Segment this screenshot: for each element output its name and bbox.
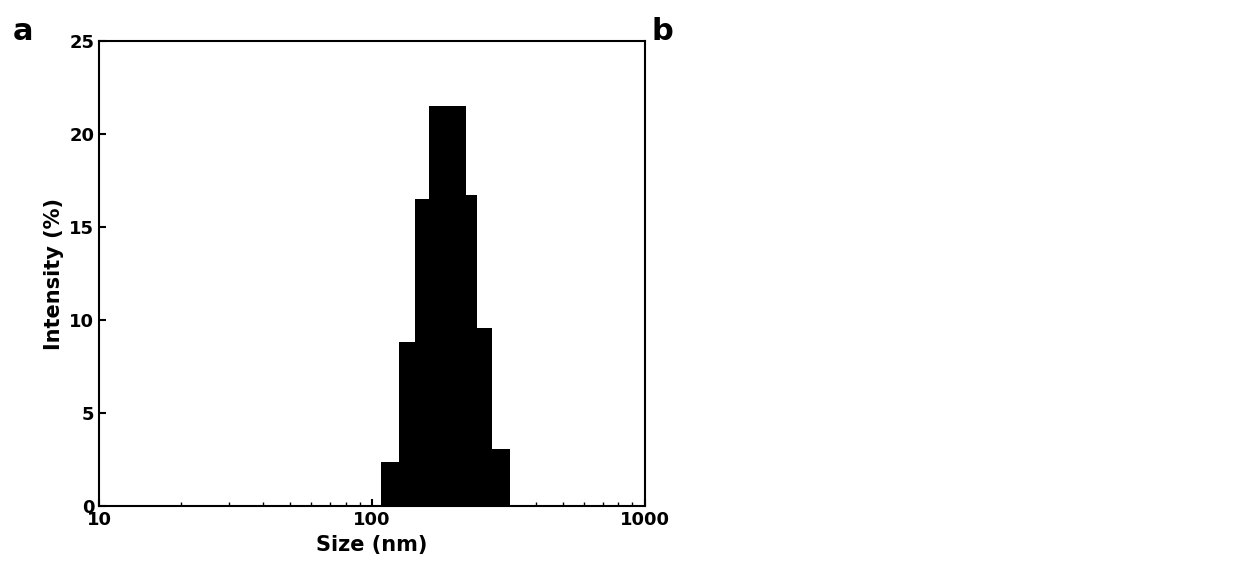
Bar — [399, 342, 424, 506]
Bar — [441, 106, 466, 506]
Bar — [485, 449, 510, 506]
Bar — [429, 106, 454, 506]
Bar — [467, 328, 492, 506]
Y-axis label: Intensity (%): Intensity (%) — [43, 197, 63, 350]
Bar — [414, 199, 439, 506]
Bar — [381, 462, 405, 506]
Text: b: b — [651, 17, 673, 47]
X-axis label: Size (nm): Size (nm) — [316, 535, 428, 555]
Bar — [453, 196, 477, 506]
Text: a: a — [12, 17, 33, 47]
